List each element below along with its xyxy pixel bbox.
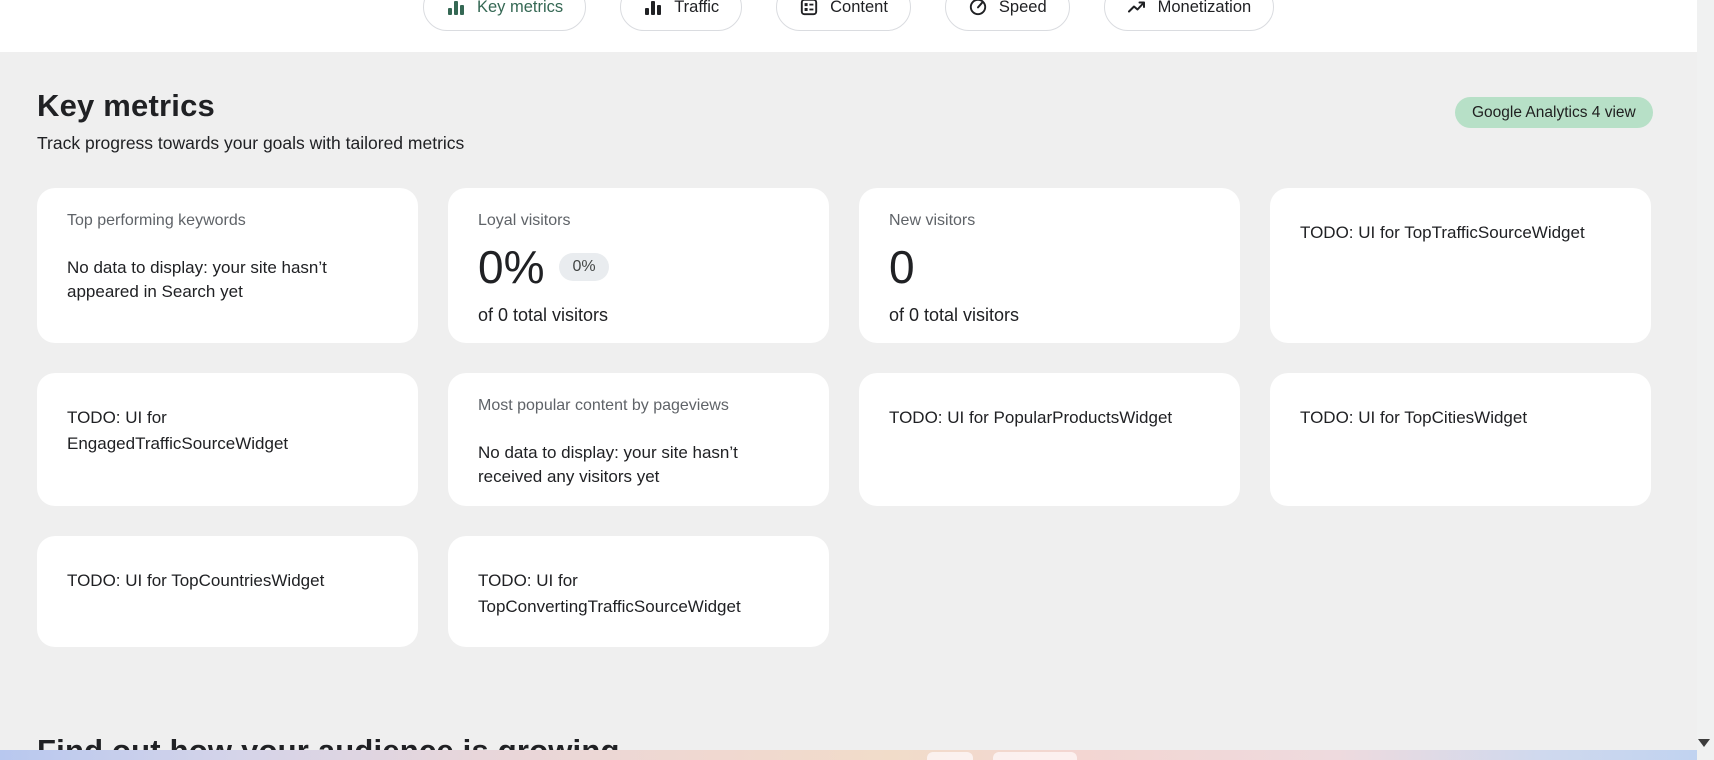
banner-button-partial — [927, 752, 973, 760]
ga4-view-badge[interactable]: Google Analytics 4 view — [1455, 97, 1653, 128]
metric-row: 0 — [859, 230, 1240, 294]
card-empty-message: No data to display: your site hasn’t app… — [67, 258, 327, 302]
tab-label: Speed — [998, 0, 1047, 16]
tab-label: Key metrics — [477, 0, 564, 16]
tab-key-metrics[interactable]: Key metrics — [423, 0, 587, 31]
metrics-card-grid: Top performing keywords No data to displ… — [37, 188, 1651, 647]
tab-label: Traffic — [674, 0, 720, 16]
card-top-traffic-source[interactable]: TODO: UI for TopTrafficSourceWidget — [1270, 188, 1651, 343]
card-engaged-traffic-source[interactable]: TODO: UI for EngagedTrafficSourceWidget — [37, 373, 418, 506]
content-icon — [800, 0, 818, 16]
todo-placeholder-text: TODO: UI for TopTrafficSourceWidget — [1300, 223, 1585, 242]
card-new-visitors[interactable]: New visitors 0 of 0 total visitors — [859, 188, 1240, 343]
bar-chart-icon — [448, 1, 464, 15]
banner-button-partial — [993, 752, 1077, 760]
tab-monetization[interactable]: Monetization — [1103, 0, 1275, 31]
page-title: Key metrics — [37, 88, 215, 123]
scroll-down-arrow-icon[interactable] — [1698, 739, 1710, 747]
card-label: Most popular content by pageviews — [478, 397, 729, 414]
bar-chart-icon — [645, 1, 662, 15]
section-header: Key metrics Track progress towards your … — [37, 88, 464, 154]
card-loyal-visitors[interactable]: Loyal visitors 0% 0% of 0 total visitors — [448, 188, 829, 343]
card-top-cities[interactable]: TODO: UI for TopCitiesWidget — [1270, 373, 1651, 506]
metric-caption: of 0 total visitors — [478, 305, 609, 325]
metric-value: 0% — [478, 241, 545, 293]
card-popular-products[interactable]: TODO: UI for PopularProductsWidget — [859, 373, 1240, 506]
todo-placeholder-text: TODO: UI for PopularProductsWidget — [889, 408, 1173, 427]
tab-label: Content — [830, 0, 888, 16]
tab-speed[interactable]: Speed — [944, 0, 1070, 31]
card-top-countries[interactable]: TODO: UI for TopCountriesWidget — [37, 536, 418, 647]
page-subtitle: Track progress towards your goals with t… — [37, 133, 465, 153]
metric-delta-badge: 0% — [559, 253, 609, 281]
metric-row: 0% 0% — [448, 230, 829, 294]
card-empty-message: No data to display: your site hasn’t rec… — [478, 443, 738, 487]
card-most-popular-content[interactable]: Most popular content by pageviews No dat… — [448, 373, 829, 506]
todo-placeholder-text: TODO: UI for TopCitiesWidget — [1300, 408, 1528, 427]
todo-placeholder-text: TODO: UI for TopCountriesWidget — [67, 571, 325, 590]
section-tabs: Key metrics Traffic Content — [423, 0, 1275, 31]
card-label: New visitors — [889, 212, 976, 229]
bottom-banner-strip — [0, 750, 1714, 760]
todo-placeholder-text: TODO: UI for TopConvertingTrafficSourceW… — [478, 571, 741, 616]
card-label: Top performing keywords — [67, 212, 246, 229]
card-top-converting-traffic-source[interactable]: TODO: UI for TopConvertingTrafficSourceW… — [448, 536, 829, 647]
metric-caption: of 0 total visitors — [889, 305, 1020, 325]
speed-gauge-icon — [969, 0, 987, 16]
card-top-performing-keywords[interactable]: Top performing keywords No data to displ… — [37, 188, 418, 343]
top-nav-band: Key metrics Traffic Content — [0, 0, 1697, 52]
metric-value: 0 — [889, 241, 915, 293]
todo-placeholder-text: TODO: UI for EngagedTrafficSourceWidget — [67, 408, 289, 453]
card-label: Loyal visitors — [478, 212, 571, 229]
vertical-scrollbar[interactable] — [1697, 0, 1714, 760]
tab-traffic[interactable]: Traffic — [620, 0, 743, 31]
tab-content[interactable]: Content — [776, 0, 911, 31]
trending-up-icon — [1127, 1, 1145, 13]
tab-label: Monetization — [1157, 0, 1252, 16]
